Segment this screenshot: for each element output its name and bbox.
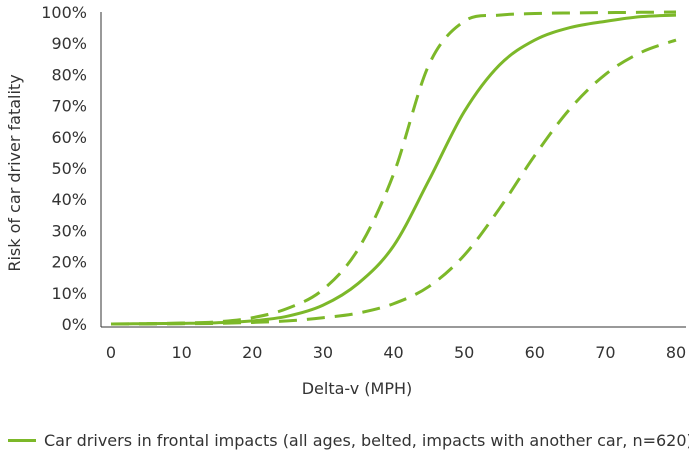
x-tick-label: 40 bbox=[383, 343, 403, 362]
x-tick-label: 70 bbox=[595, 343, 615, 362]
y-tick-labels: 0% 10% 20% 30% 40% 50% 60% 70% 80% 90% 100% bbox=[41, 3, 87, 334]
x-tick-label: 60 bbox=[525, 343, 545, 362]
y-tick-label: 0% bbox=[62, 315, 87, 334]
y-axis-title: Risk of car driver fatality bbox=[5, 74, 24, 271]
x-tick-label: 10 bbox=[171, 343, 191, 362]
y-tick-label: 80% bbox=[51, 65, 87, 84]
y-tick-label: 100% bbox=[41, 3, 87, 22]
x-tick-labels: 0 10 20 30 40 50 60 70 80 bbox=[106, 343, 686, 362]
series-line-solid bbox=[110, 13, 677, 326]
x-tick-label: 80 bbox=[666, 343, 686, 362]
x-tick-label: 50 bbox=[454, 343, 474, 362]
y-tick-label: 50% bbox=[51, 159, 87, 178]
legend: Car drivers in frontal impacts (all ages… bbox=[8, 430, 689, 450]
y-tick-label: 70% bbox=[51, 97, 87, 116]
x-tick-label: 30 bbox=[313, 343, 333, 362]
x-axis-title: Delta-v (MPH) bbox=[302, 379, 413, 398]
series-line-dashed-1 bbox=[110, 10, 677, 326]
y-tick-label: 10% bbox=[51, 284, 87, 303]
series-line-dashed-2 bbox=[110, 38, 677, 326]
chart: 0% 10% 20% 30% 40% 50% 60% 70% 80% 90% 100% 0 10 20 3… bbox=[5, 3, 686, 398]
legend-label: Car drivers in frontal impacts (all ages… bbox=[44, 430, 689, 450]
legend-swatch bbox=[8, 438, 36, 442]
x-tick-label: 20 bbox=[242, 343, 262, 362]
y-tick-label: 20% bbox=[51, 253, 87, 272]
y-tick-label: 60% bbox=[51, 128, 87, 147]
y-tick-label: 40% bbox=[51, 190, 87, 209]
y-tick-label: 30% bbox=[51, 221, 87, 240]
series-layer bbox=[110, 10, 677, 326]
x-tick-label: 0 bbox=[106, 343, 116, 362]
y-tick-label: 90% bbox=[51, 34, 87, 53]
